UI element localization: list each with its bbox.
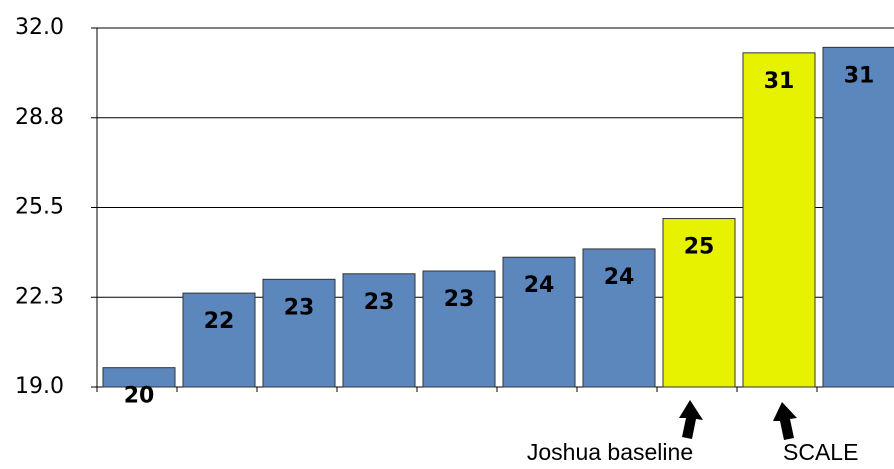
y-tick-label: 32.0: [15, 15, 64, 40]
annotation: SCALE: [783, 439, 858, 465]
y-tick-label: 19.0: [15, 374, 64, 399]
bar: [342, 273, 416, 388]
annotation: Joshua baseline: [527, 439, 693, 465]
arrow: [679, 400, 797, 440]
value-label: 31: [764, 69, 795, 94]
bar: [502, 256, 576, 388]
bar: [582, 248, 656, 388]
y-tick-label: 28.8: [15, 105, 64, 130]
value-label: 23: [444, 287, 475, 312]
bar: [102, 367, 176, 388]
bar: [822, 46, 894, 388]
value-label: 31: [844, 63, 875, 88]
y-tick-label: 25.5: [15, 195, 64, 220]
value-label: 23: [284, 295, 315, 320]
value-label: 23: [364, 290, 395, 315]
bar: [662, 218, 736, 388]
value-label: 24: [524, 273, 555, 298]
value-label: 22: [204, 309, 235, 334]
bar: [422, 270, 496, 388]
bar: [262, 278, 336, 388]
y-tick-label: 22.3: [15, 284, 64, 309]
bar: [742, 52, 816, 388]
value-label: 24: [604, 265, 635, 290]
value-label: 25: [684, 235, 715, 260]
value-label: 20: [124, 384, 155, 409]
bar: [182, 292, 256, 388]
